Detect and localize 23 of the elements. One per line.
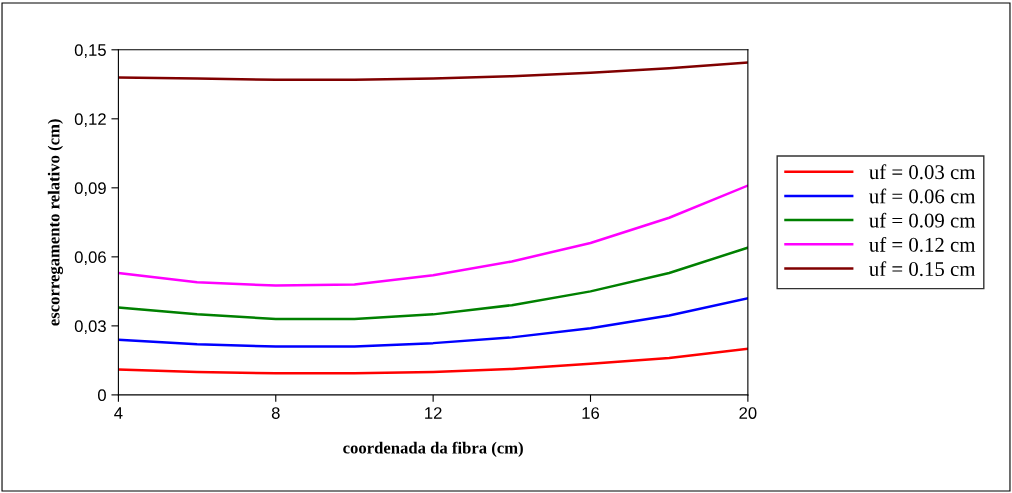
line-series: [118, 347, 748, 375]
legend-label: uf = 0.12 cm: [869, 236, 976, 252]
line-series: [118, 184, 748, 287]
x-tick-label: 8: [271, 407, 280, 419]
line-series: [118, 246, 748, 321]
x-axis-title: coordenada da fibra (cm): [343, 441, 523, 457]
line-series: [118, 61, 748, 81]
x-tick-label: 16: [582, 407, 600, 419]
line-series: [118, 297, 748, 348]
y-tick-label: 0,12: [74, 113, 106, 127]
y-tick-label: 0,09: [74, 182, 106, 196]
legend-label: uf = 0.06 cm: [869, 188, 976, 204]
x-tick-label: 4: [114, 407, 123, 419]
legend-label: uf = 0.03 cm: [869, 164, 976, 180]
y-tick-label: 0: [97, 389, 106, 402]
y-tick-label: 0,03: [74, 320, 106, 335]
x-tick-label: 20: [739, 407, 757, 419]
legend-label: uf = 0.15 cm: [869, 261, 976, 277]
legend-label: uf = 0.09 cm: [869, 212, 976, 228]
y-tick-label: 0,15: [74, 44, 106, 58]
x-tick-label: 12: [425, 407, 442, 419]
y-tick-label: 0,06: [74, 251, 106, 266]
y-axis-title: escorregamento relativo (cm): [47, 119, 64, 326]
